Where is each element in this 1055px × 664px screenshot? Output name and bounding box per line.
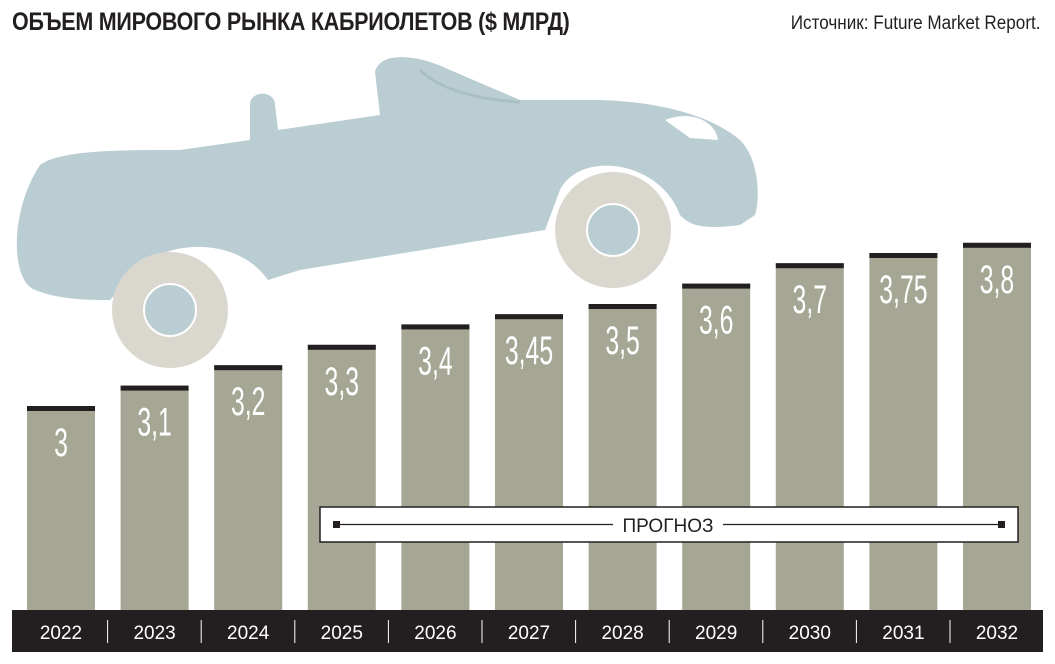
chart-title: ОБЪЕМ МИРОВОГО РЫНКА КАБРИОЛЕТОВ ($ МЛРД…: [12, 8, 570, 36]
bar-cap: [214, 365, 283, 371]
data-label: 3,7: [793, 278, 827, 322]
data-label: 3,75: [879, 268, 927, 312]
x-tick-label: 2031: [882, 623, 924, 644]
x-tick-label: 2028: [601, 623, 643, 644]
bar-cap: [588, 304, 657, 309]
data-label: 3,1: [137, 401, 171, 445]
bar-cap: [401, 324, 470, 330]
x-tick-label: 2026: [414, 623, 456, 644]
x-tick-label: 2025: [321, 623, 363, 644]
x-tick-label: 2032: [976, 623, 1018, 644]
forecast-label: ПРОГНОЗ: [623, 516, 714, 537]
bar-2028: [588, 304, 657, 610]
convertible-car-illustration: [16, 57, 758, 368]
data-label: 3,45: [505, 329, 553, 373]
bar-cap: [120, 385, 189, 391]
x-tick-label: 2027: [508, 623, 550, 644]
data-label: 3: [54, 421, 68, 465]
bar-2029: [682, 283, 751, 610]
x-tick-label: 2029: [695, 623, 737, 644]
data-label: 3,2: [231, 380, 265, 424]
x-tick-label: 2024: [227, 623, 270, 644]
bar-2024: [214, 365, 283, 610]
x-tick-label: 2030: [789, 623, 831, 644]
car-body: [16, 57, 758, 300]
bar-cap: [963, 242, 1031, 248]
data-label: 3,4: [418, 340, 452, 384]
axis-band: [12, 610, 1043, 652]
data-label: 3,5: [605, 319, 639, 363]
bar-2027: [495, 314, 563, 610]
bar-2030: [775, 263, 844, 610]
bar-2031: [869, 253, 938, 610]
source-note: Источник: Future Market Report.: [791, 13, 1041, 34]
bar-cap: [869, 253, 938, 258]
bar-cap: [775, 263, 844, 269]
forecast-annotation: ПРОГНОЗ: [319, 506, 1019, 543]
bar-2026: [401, 324, 470, 610]
bar-cap: [307, 344, 376, 350]
bar-2025: [307, 344, 376, 610]
bar-cap: [495, 314, 563, 320]
data-label: 3,3: [325, 360, 359, 404]
x-tick-label: 2023: [133, 623, 175, 644]
bar-2023: [120, 385, 189, 610]
bar-cap: [682, 283, 751, 289]
bar-cap: [27, 406, 95, 411]
x-tick-label: 2022: [40, 623, 82, 644]
bar-2032: [963, 242, 1031, 611]
bar-2022: [27, 406, 95, 610]
data-label: 3,8: [980, 258, 1014, 302]
data-label: 3,6: [699, 299, 733, 343]
